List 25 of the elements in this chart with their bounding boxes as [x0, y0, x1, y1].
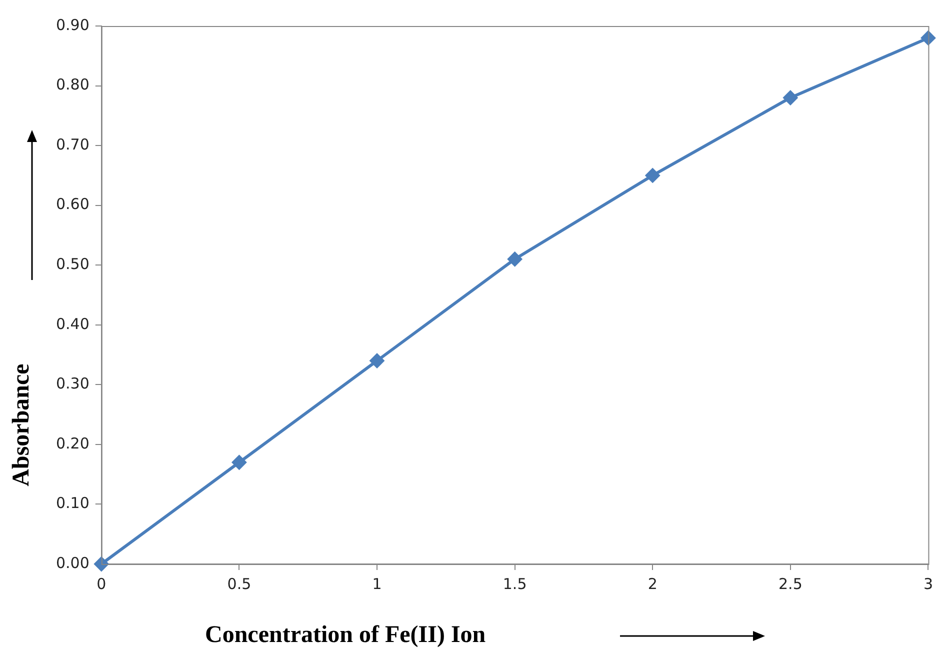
- point: [645, 168, 660, 183]
- x-tick-label: 1: [372, 574, 382, 593]
- point: [782, 90, 798, 106]
- point: [94, 556, 109, 572]
- y-tick-label: 0.00: [56, 554, 90, 572]
- y-tick-label: 0.80: [56, 76, 90, 94]
- y-axis-title: Absorbance: [8, 364, 36, 486]
- x-tick-label: 0: [96, 574, 106, 593]
- x-tick-label: 0.5: [227, 574, 252, 593]
- y-tick-label: 0.10: [56, 494, 90, 512]
- y-tick-label: 0.90: [56, 16, 90, 34]
- x-axis-title: Concentration of Fe(II) Ion: [205, 622, 486, 649]
- x-tick-label: 2: [648, 574, 658, 593]
- x-tick-label: 3: [923, 574, 933, 593]
- point: [507, 252, 522, 267]
- y-tick-label: 0.50: [56, 255, 90, 273]
- point: [232, 454, 247, 470]
- y-tick-label: 0.40: [56, 314, 90, 333]
- y-tick-label: 0.20: [56, 434, 90, 452]
- y-tick-label: 0.60: [56, 195, 90, 214]
- x-tick-label: 1.5: [502, 574, 527, 593]
- y-tick-label: 0.30: [56, 374, 90, 393]
- point: [370, 353, 385, 368]
- x-tick-label: 2.5: [778, 574, 802, 593]
- y-tick-label: 0.70: [56, 135, 90, 154]
